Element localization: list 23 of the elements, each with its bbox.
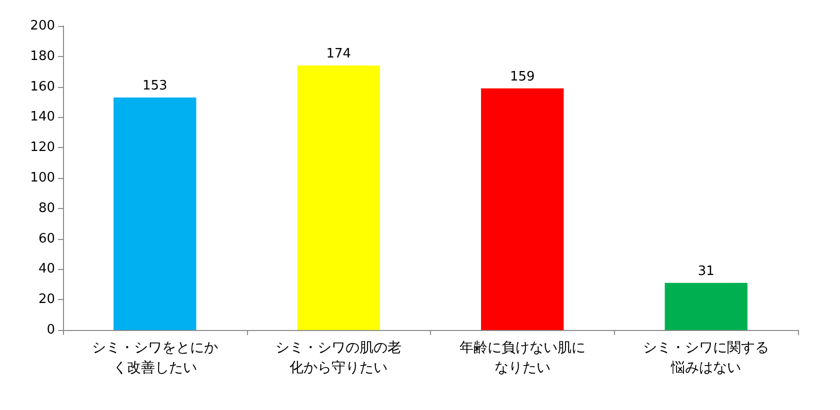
y-tick-label: 20 (38, 292, 55, 308)
bar (664, 282, 748, 330)
bar (114, 97, 196, 330)
y-tick-label: 40 (38, 262, 55, 277)
x-tick-label: シミ・シワの肌の老化から守りたい (276, 340, 402, 376)
data-label: 159 (510, 69, 535, 84)
bar (297, 66, 380, 330)
x-tick-label: シミ・シワをとにかく改善したい (92, 340, 218, 376)
data-label: 174 (326, 46, 352, 62)
data-label: 31 (698, 264, 714, 279)
data-label: 153 (142, 78, 168, 94)
x-tick-label: 年齢に負けない肌になりたい (459, 340, 586, 376)
bar (481, 88, 564, 330)
y-tick-label: 100 (30, 170, 55, 186)
y-tick-label: 80 (38, 200, 55, 216)
y-tick-label: 200 (30, 18, 55, 34)
x-tick-label: シミ・シワに関する悩みはない (643, 340, 770, 376)
y-tick-label: 180 (30, 48, 55, 64)
y-tick-label: 0 (46, 322, 55, 338)
y-tick-label: 60 (38, 231, 55, 246)
y-tick-label: 140 (30, 110, 55, 125)
y-tick-label: 120 (30, 140, 55, 156)
y-tick-label: 160 (30, 79, 55, 94)
